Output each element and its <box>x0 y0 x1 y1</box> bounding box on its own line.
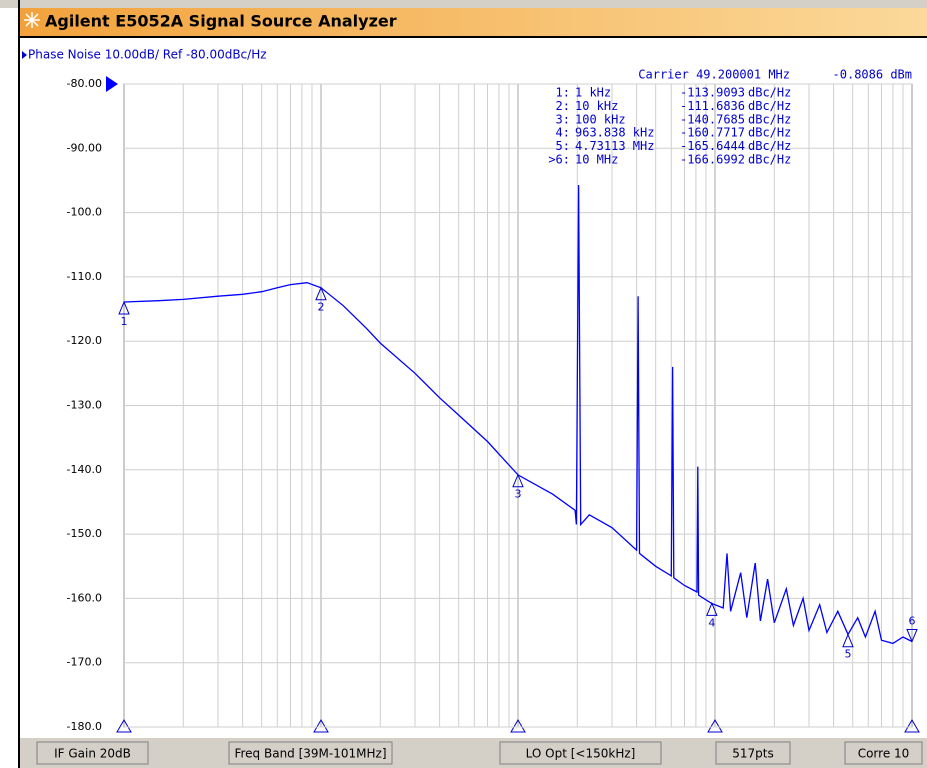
y-tick-label: -100.0 <box>67 206 102 219</box>
y-tick-label: -80.00 <box>67 77 102 90</box>
marker-triangle <box>842 633 854 648</box>
marker-frequency: 963.838 kHz <box>575 126 654 140</box>
y-tick-label: -180.0 <box>67 720 102 733</box>
marker-tag: 6 <box>909 614 916 627</box>
marker-unit: dBc/Hz <box>748 126 791 140</box>
marker-unit: dBc/Hz <box>748 86 791 100</box>
marker-tag: 3 <box>515 488 522 501</box>
marker-frequency: 10 MHz <box>575 153 618 167</box>
y-tick-label: -140.0 <box>67 463 102 476</box>
marker-value: -140.7685 <box>680 112 745 126</box>
marker-id: 3: <box>556 112 570 126</box>
status-field <box>844 741 923 765</box>
status-text: 517pts <box>732 747 773 761</box>
marker-id: 5: <box>556 139 570 153</box>
y-tick-label: -150.0 <box>67 527 102 540</box>
marker-value: -160.7717 <box>680 126 745 140</box>
status-text: Freq Band [39M-101MHz] <box>234 747 386 761</box>
y-tick-label: -110.0 <box>67 270 102 283</box>
y-tick-label: -90.00 <box>67 141 102 154</box>
marker-triangle <box>118 300 130 315</box>
y-tick-label: -160.0 <box>67 591 102 604</box>
marker-id: 2: <box>556 99 570 113</box>
status-field <box>228 741 393 765</box>
trace-header: Phase Noise 10.00dB/ Ref -80.00dBc/Hz <box>28 48 267 62</box>
marker-unit: dBc/Hz <box>748 139 791 153</box>
marker-unit: dBc/Hz <box>748 99 791 113</box>
marker-frequency: 4.73113 MHz <box>575 139 654 153</box>
marker-id: >6: <box>548 153 570 167</box>
status-text: Corre 10 <box>858 747 910 761</box>
marker-tag: 4 <box>708 616 715 629</box>
marker-id: 1: <box>556 86 570 100</box>
status-field <box>499 741 662 765</box>
marker-triangle <box>512 473 524 488</box>
title-bar <box>20 8 927 36</box>
marker-unit: dBc/Hz <box>748 153 791 167</box>
status-text: IF Gain 20dB <box>54 747 131 761</box>
status-field <box>36 741 149 765</box>
y-tick-label: -130.0 <box>67 399 102 412</box>
status-text: LO Opt [<150kHz] <box>526 747 636 761</box>
status-bar <box>20 738 927 768</box>
marker-tag: 2 <box>318 301 325 314</box>
marker-id: 4: <box>556 126 570 140</box>
marker-unit: dBc/Hz <box>748 112 791 126</box>
marker-tag: 5 <box>844 648 851 661</box>
stimulus-marker <box>116 719 132 733</box>
stimulus-marker <box>707 719 723 733</box>
reference-level-marker <box>106 76 118 92</box>
active-trace-arrow <box>22 51 27 59</box>
status-field <box>715 741 791 765</box>
marker-value: -113.9093 <box>680 86 745 100</box>
marker-frequency: 10 kHz <box>575 99 618 113</box>
marker-frequency: 100 kHz <box>575 112 626 126</box>
marker-value: -165.6444 <box>680 139 745 153</box>
marker-triangle <box>706 602 718 616</box>
stimulus-marker <box>904 719 920 733</box>
carrier-frequency: Carrier 49.200001 MHz <box>638 68 790 82</box>
y-tick-label: -170.0 <box>67 656 102 669</box>
marker-tag: 1 <box>121 315 128 328</box>
top-strip <box>0 0 927 8</box>
marker-triangle <box>906 628 918 643</box>
stimulus-marker <box>313 719 329 733</box>
trace-line <box>123 184 913 645</box>
carrier-power: -0.8086 dBm <box>833 68 912 82</box>
marker-frequency: 1 kHz <box>575 86 611 100</box>
window-title: Agilent E5052A Signal Source Analyzer <box>45 12 397 31</box>
app-icon <box>24 12 40 28</box>
stimulus-marker <box>510 719 526 733</box>
y-tick-label: -120.0 <box>67 334 102 347</box>
left-border <box>18 0 20 768</box>
marker-value: -111.6836 <box>680 99 745 113</box>
marker-value: -166.6992 <box>680 153 745 167</box>
marker-triangle <box>315 286 327 301</box>
title-separator <box>20 36 927 38</box>
